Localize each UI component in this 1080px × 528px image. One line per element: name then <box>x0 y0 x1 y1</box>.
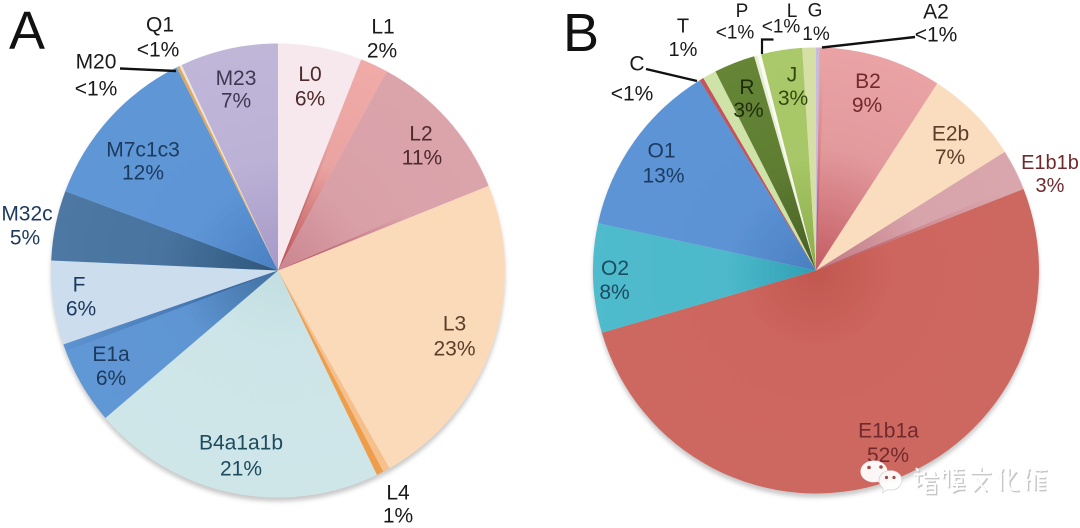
svg-text:C: C <box>629 53 644 76</box>
svg-text:M7c1c3: M7c1c3 <box>106 139 180 162</box>
svg-text:7%: 7% <box>935 146 965 169</box>
svg-text:B2: B2 <box>855 70 881 93</box>
svg-text:9%: 9% <box>852 94 882 117</box>
svg-text:L1: L1 <box>371 16 394 39</box>
svg-text:E1a: E1a <box>92 343 130 366</box>
svg-text:E1b1a: E1b1a <box>858 420 919 443</box>
svg-text:3%: 3% <box>1036 175 1065 197</box>
svg-text:T: T <box>677 16 689 38</box>
svg-text:M23: M23 <box>216 67 257 90</box>
svg-text:Q1: Q1 <box>146 14 174 37</box>
svg-text:O1: O1 <box>647 140 675 163</box>
svg-text:1%: 1% <box>669 39 698 61</box>
svg-text:O2: O2 <box>601 257 629 280</box>
svg-text:<1%: <1% <box>75 78 118 101</box>
svg-text:E2b: E2b <box>932 123 969 146</box>
svg-text:G: G <box>808 1 823 22</box>
svg-text:6%: 6% <box>295 88 325 111</box>
svg-text:<1%: <1% <box>137 39 180 62</box>
svg-text:E1b1b: E1b1b <box>1021 152 1079 174</box>
svg-text:8%: 8% <box>599 281 629 304</box>
svg-text:12%: 12% <box>122 162 164 185</box>
svg-text:M32c: M32c <box>1 203 52 226</box>
svg-text:1%: 1% <box>802 24 830 45</box>
svg-text:<1%: <1% <box>915 24 958 47</box>
svg-text:F: F <box>73 274 86 297</box>
svg-text:3%: 3% <box>733 99 763 122</box>
svg-text:B: B <box>563 3 599 63</box>
svg-text:23%: 23% <box>433 338 475 361</box>
svg-text:P: P <box>736 1 749 22</box>
svg-text:<1%: <1% <box>762 17 801 38</box>
svg-text:J: J <box>787 64 798 87</box>
svg-text:21%: 21% <box>220 458 262 481</box>
svg-text:L3: L3 <box>443 313 466 336</box>
svg-text:2%: 2% <box>367 40 397 63</box>
svg-text:L4: L4 <box>386 482 410 505</box>
svg-text:B4a1a1b: B4a1a1b <box>199 432 283 455</box>
svg-text:1%: 1% <box>383 505 413 528</box>
svg-text:5%: 5% <box>10 227 40 250</box>
svg-text:A2: A2 <box>923 1 949 24</box>
svg-text:6%: 6% <box>96 367 126 390</box>
svg-text:L0: L0 <box>298 63 321 86</box>
svg-text:L2: L2 <box>409 123 432 146</box>
svg-text:L: L <box>787 1 798 22</box>
svg-text:6%: 6% <box>66 298 96 321</box>
svg-text:R: R <box>739 76 754 99</box>
svg-text:<1%: <1% <box>716 23 755 44</box>
svg-text:A: A <box>9 1 45 61</box>
svg-text:<1%: <1% <box>611 83 654 106</box>
svg-text:13%: 13% <box>642 165 684 188</box>
svg-text:11%: 11% <box>402 147 442 170</box>
svg-text:3%: 3% <box>778 87 808 110</box>
svg-text:7%: 7% <box>221 90 251 113</box>
svg-text:M20: M20 <box>76 51 117 74</box>
